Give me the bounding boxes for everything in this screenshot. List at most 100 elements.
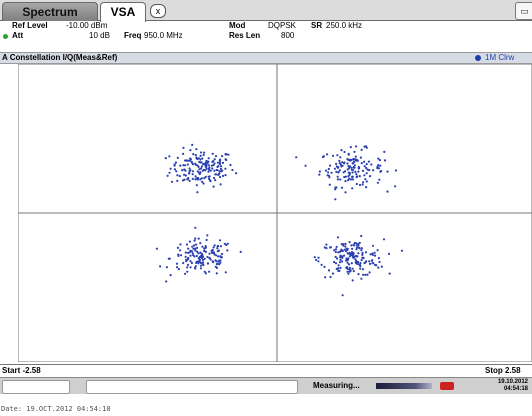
constellation-point — [353, 160, 356, 163]
windows-icon[interactable]: ▭ — [515, 2, 532, 20]
constellation-point — [195, 243, 198, 246]
constellation-point — [199, 267, 203, 270]
constellation-point — [357, 273, 360, 276]
constellation-point — [348, 172, 352, 175]
constellation-point — [337, 251, 340, 254]
constellation-point — [350, 244, 353, 247]
window-title-bar: A Constellation I/Q(Meas&Ref) 1M Clrw — [0, 52, 532, 64]
constellation-point — [191, 170, 195, 173]
constellation-point — [214, 179, 217, 182]
constellation-point — [357, 244, 360, 247]
stop-label: Stop 2.58 — [485, 366, 521, 375]
constellation-point — [192, 247, 195, 250]
constellation-point — [194, 247, 197, 250]
constellation-point — [203, 151, 206, 154]
constellation-point — [182, 152, 185, 155]
constellation-point — [351, 187, 354, 190]
constellation-point — [358, 166, 361, 170]
constellation-point — [216, 161, 219, 164]
constellation-point — [187, 247, 190, 250]
constellation-point — [203, 270, 206, 273]
status-date: 19.10.2012 — [497, 379, 528, 385]
constellation-point — [361, 251, 364, 255]
constellation-point — [211, 260, 214, 263]
constellation-point — [199, 264, 202, 267]
constellation-point — [207, 177, 211, 180]
constellation-point — [350, 262, 353, 265]
constellation-point — [221, 169, 224, 172]
constellation-point — [177, 268, 180, 271]
constellation-point — [353, 150, 356, 153]
constellation-point — [361, 169, 365, 172]
date-footer: Date: 19.OCT.2012 04:54:18 — [1, 405, 111, 413]
constellation-point — [165, 266, 168, 269]
constellation-point — [194, 267, 197, 270]
date-time: 19.10.2012 04:54:18 — [470, 379, 528, 393]
constellation-point — [351, 171, 354, 174]
constellation-point — [324, 276, 327, 279]
constellation-point — [168, 171, 171, 174]
tab-spectrum[interactable]: Spectrum — [2, 2, 98, 21]
constellation-point — [334, 198, 337, 201]
constellation-point — [211, 167, 214, 170]
constellation-point — [378, 178, 381, 181]
tab-vsa[interactable]: VSA — [100, 2, 146, 22]
constellation-point — [371, 244, 375, 247]
constellation-point — [182, 261, 185, 265]
constellation-point — [359, 264, 362, 268]
constellation-point — [225, 243, 228, 247]
constellation-point — [199, 158, 202, 161]
constellation-point — [341, 249, 344, 253]
constellation-point — [349, 253, 352, 256]
constellation-point — [204, 250, 207, 253]
constellation-point — [188, 167, 191, 170]
constellation-point — [394, 185, 397, 188]
constellation-point — [347, 272, 350, 275]
constellation-point — [192, 153, 195, 156]
constellation-point — [203, 177, 206, 180]
constellation-point — [355, 182, 358, 186]
constellation-point — [348, 266, 352, 269]
constellation-point — [224, 158, 227, 161]
constellation-point — [209, 179, 212, 182]
constellation-point — [377, 266, 380, 269]
constellation-point — [351, 178, 354, 181]
window-title: A Constellation I/Q(Meas&Ref) — [2, 53, 118, 62]
constellation-point — [323, 265, 326, 268]
constellation-point — [178, 175, 181, 178]
constellation-point — [217, 173, 220, 176]
constellation-point — [336, 175, 339, 178]
constellation-point — [362, 273, 365, 276]
constellation-point — [212, 159, 215, 163]
constellation-point — [195, 156, 198, 159]
constellation-point — [218, 170, 221, 173]
constellation-point — [357, 170, 360, 173]
constellation-point — [201, 262, 204, 266]
constellation-point — [357, 263, 360, 266]
constellation-point — [213, 244, 216, 247]
constellation-point — [219, 183, 222, 186]
constellation-point — [304, 164, 307, 167]
constellation-point — [346, 168, 349, 171]
constellation-point — [363, 174, 366, 177]
constellation-point — [186, 178, 189, 181]
constellation-point — [196, 191, 199, 194]
constellation-point — [325, 243, 328, 246]
constellation-point — [365, 172, 368, 175]
status-time: 04:54:18 — [503, 386, 528, 392]
constellation-point — [186, 163, 189, 166]
constellation-point — [364, 178, 367, 181]
constellation-point — [327, 269, 331, 272]
constellation-point — [368, 175, 372, 178]
constellation-points — [155, 143, 404, 297]
constellation-point — [185, 159, 188, 162]
constellation-point — [376, 165, 379, 168]
constellation-point — [347, 153, 350, 156]
constellation-point — [191, 163, 195, 166]
constellation-point — [372, 169, 375, 172]
constellation-point — [344, 242, 347, 245]
constellation-point — [357, 252, 360, 255]
close-tab-icon[interactable]: x — [150, 4, 166, 18]
constellation-point — [226, 249, 229, 252]
constellation-point — [317, 256, 320, 259]
